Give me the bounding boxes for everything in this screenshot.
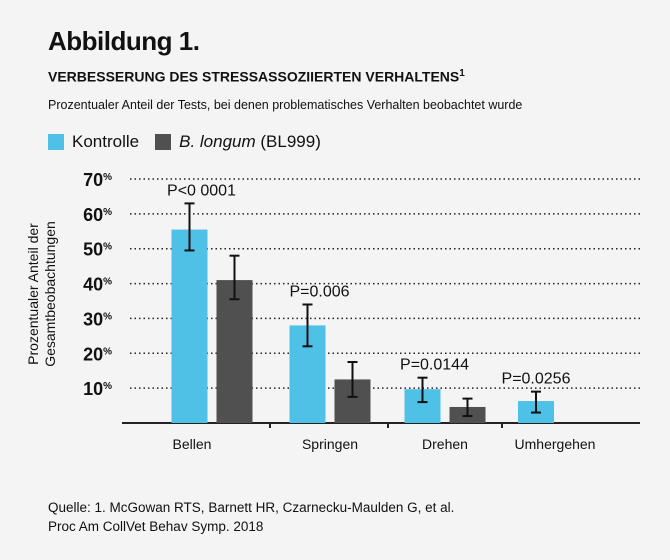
y-tick-label: 50%	[83, 240, 112, 260]
bar-control	[171, 229, 208, 423]
x-tick-label: Umhergehen	[515, 436, 596, 452]
bar-treatment	[216, 280, 253, 423]
source-line1: Quelle: 1. McGowan RTS, Barnett HR, Czar…	[48, 500, 455, 515]
legend-swatch-treatment	[155, 134, 172, 150]
source-line2: Proc Am CollVet Behav Symp. 2018	[48, 519, 264, 534]
x-tick-label: Bellen	[173, 436, 212, 452]
p-value-annotation: P=0.006	[289, 283, 349, 300]
legend: Kontrolle B. longum (BL999)	[48, 132, 337, 152]
legend-label-control: Kontrolle	[72, 132, 140, 151]
p-value-annotation: P<0 0001	[167, 182, 236, 199]
y-tick-label: 40%	[83, 275, 112, 295]
subtitle-text: VERBESSERUNG DES STRESSASSOZIIERTEN VERH…	[48, 68, 460, 85]
chart-description: Prozentualer Anteil der Tests, bei denen…	[48, 98, 523, 112]
p-value-annotation: P=0.0256	[502, 371, 571, 388]
legend-item-treatment: B. longum (BL999)	[155, 132, 321, 152]
x-tick-label: Drehen	[422, 436, 468, 452]
footnote-marker: 1	[459, 68, 465, 79]
p-value-annotation: P=0.0144	[400, 357, 469, 374]
legend-label-treatment-rest: (BL999)	[255, 132, 321, 151]
legend-item-control: Kontrolle	[48, 132, 139, 152]
legend-swatch-control	[48, 134, 64, 150]
y-tick-label: 60%	[83, 205, 112, 225]
legend-label-treatment-italic: B. longum	[179, 132, 256, 151]
figure-title: Abbildung 1.	[48, 26, 200, 56]
y-tick-label: 30%	[83, 309, 112, 329]
y-tick-label: 10%	[83, 379, 112, 399]
y-tick-label: 70%	[83, 170, 112, 190]
chart-subtitle: VERBESSERUNG DES STRESSASSOZIIERTEN VERH…	[48, 68, 465, 85]
source-citation: Quelle: 1. McGowan RTS, Barnett HR, Czar…	[48, 498, 454, 536]
y-tick-label: 20%	[83, 344, 112, 364]
x-tick-label: Springen	[302, 436, 358, 452]
